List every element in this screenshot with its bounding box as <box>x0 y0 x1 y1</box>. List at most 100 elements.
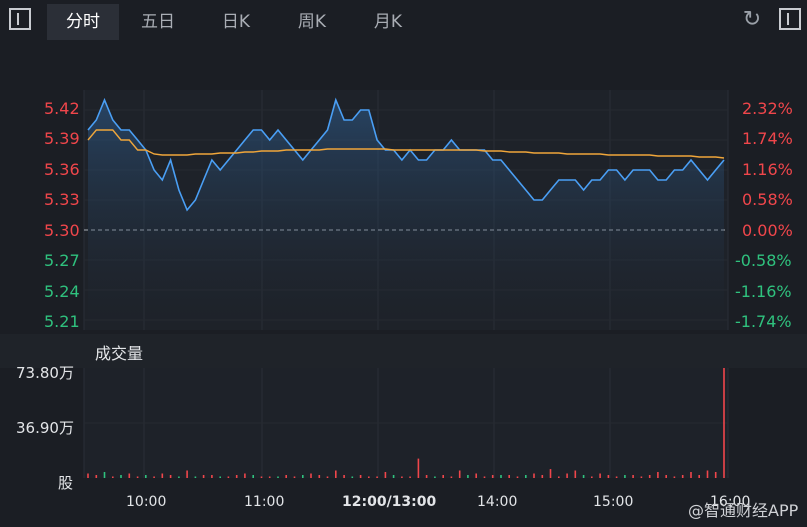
volume-bar <box>442 475 444 478</box>
volume-bar <box>318 475 321 478</box>
pct-tick-label: -0.58% <box>735 251 792 270</box>
chart-header-gap <box>0 40 807 90</box>
tab-five-day[interactable]: 五日 <box>141 12 175 32</box>
volume-bar <box>640 476 643 478</box>
volume-bar <box>450 476 453 478</box>
time-tick-label: 14:00 <box>477 494 518 510</box>
volume-bar <box>434 476 436 478</box>
price-tick-label: 5.39 <box>44 129 80 148</box>
volume-bar <box>268 476 271 478</box>
volume-bar <box>574 470 577 478</box>
volume-bar <box>723 368 725 478</box>
volume-bar <box>252 475 254 478</box>
time-tick-label: 16:00 <box>710 494 751 510</box>
volume-bar <box>549 469 552 478</box>
volume-bar <box>475 473 477 478</box>
volume-bar <box>359 475 362 478</box>
volume-bar <box>714 472 717 478</box>
volume-title: 成交量 <box>95 344 144 363</box>
volume-bar <box>401 476 403 478</box>
volume-bar <box>351 476 354 478</box>
volume-bar <box>202 475 205 478</box>
volume-bar <box>591 476 593 478</box>
volume-bar <box>417 458 420 478</box>
volume-header-bg <box>0 334 807 368</box>
volume-bar <box>260 476 263 478</box>
time-tick-label: 12:00/13:00 <box>342 494 437 510</box>
volume-bar <box>95 475 98 478</box>
volume-bar <box>425 475 428 478</box>
volume-bar <box>153 476 155 478</box>
volume-bar <box>690 472 692 478</box>
volume-bar <box>343 475 345 478</box>
volume-bar <box>673 476 676 478</box>
volume-bar <box>285 475 287 478</box>
volume-bar <box>541 475 544 478</box>
volume-tick-label: 36.90万 <box>16 419 74 437</box>
tab-monthly-k[interactable]: 月K <box>373 12 403 32</box>
average-price-line <box>87 129 725 159</box>
tab-intraday[interactable]: 分时 <box>47 4 119 40</box>
pct-tick-label: -1.74% <box>735 312 792 331</box>
volume-bar <box>169 475 172 478</box>
price-tick-label: 5.30 <box>44 221 80 240</box>
volume-bar <box>293 476 296 478</box>
panel-toggle-icon[interactable] <box>9 8 31 30</box>
volume-bar <box>186 470 188 478</box>
panel-toggle-icon[interactable] <box>779 8 801 30</box>
price-tick-label: 5.27 <box>44 251 80 270</box>
pct-tick-label: 0.00% <box>742 221 793 240</box>
volume-bar <box>211 475 213 478</box>
price-line <box>87 97 725 212</box>
volume-bar <box>112 476 114 478</box>
volume-bar <box>508 475 510 478</box>
volume-bar <box>648 475 651 478</box>
price-tick-label: 5.33 <box>44 190 80 209</box>
volume-bar <box>161 473 164 478</box>
volume-bar <box>657 472 659 478</box>
volume-bar <box>87 473 89 478</box>
volume-bar <box>607 475 610 478</box>
volume-bar <box>525 475 527 478</box>
volume-bar <box>681 475 684 478</box>
volume-bar <box>392 475 395 478</box>
volume-unit-label: 股 <box>58 474 74 492</box>
volume-bar <box>467 475 469 478</box>
pct-tick-label: 1.16% <box>742 160 793 179</box>
volume-bar <box>615 476 618 478</box>
volume-bar <box>310 473 312 478</box>
price-area-fill <box>88 100 724 330</box>
volume-bar <box>624 475 626 478</box>
pct-tick-label: 2.32% <box>742 99 793 118</box>
volume-bar <box>698 475 700 478</box>
volume-bar <box>558 476 560 478</box>
volume-bar <box>483 476 486 478</box>
tab-weekly-k[interactable]: 周K <box>297 12 327 32</box>
volume-bar <box>516 476 519 478</box>
volume-bar <box>599 473 601 478</box>
tab-daily-k[interactable]: 日K <box>221 12 251 32</box>
volume-bar <box>566 473 568 478</box>
price-tick-label: 5.21 <box>44 312 80 331</box>
volume-bar <box>277 476 279 478</box>
volume-bar <box>458 470 461 478</box>
volume-bar <box>235 475 238 478</box>
pct-tick-label: 1.74% <box>742 129 793 148</box>
volume-bar <box>103 472 106 478</box>
price-tick-label: 5.42 <box>44 99 80 118</box>
volume-bar <box>178 476 180 478</box>
volume-bar <box>491 475 494 478</box>
time-tick-label: 11:00 <box>244 494 285 510</box>
volume-bar <box>368 476 370 478</box>
time-tick-label: 15:00 <box>593 494 634 510</box>
volume-bar <box>665 475 667 478</box>
volume-bar <box>409 476 411 478</box>
volume-bar <box>136 476 139 478</box>
refresh-icon[interactable]: ↻ <box>742 7 762 32</box>
volume-bar <box>335 470 337 478</box>
volume-bar <box>384 472 387 478</box>
volume-bar <box>582 475 585 478</box>
volume-bar <box>500 475 502 478</box>
volume-bar <box>194 476 197 478</box>
